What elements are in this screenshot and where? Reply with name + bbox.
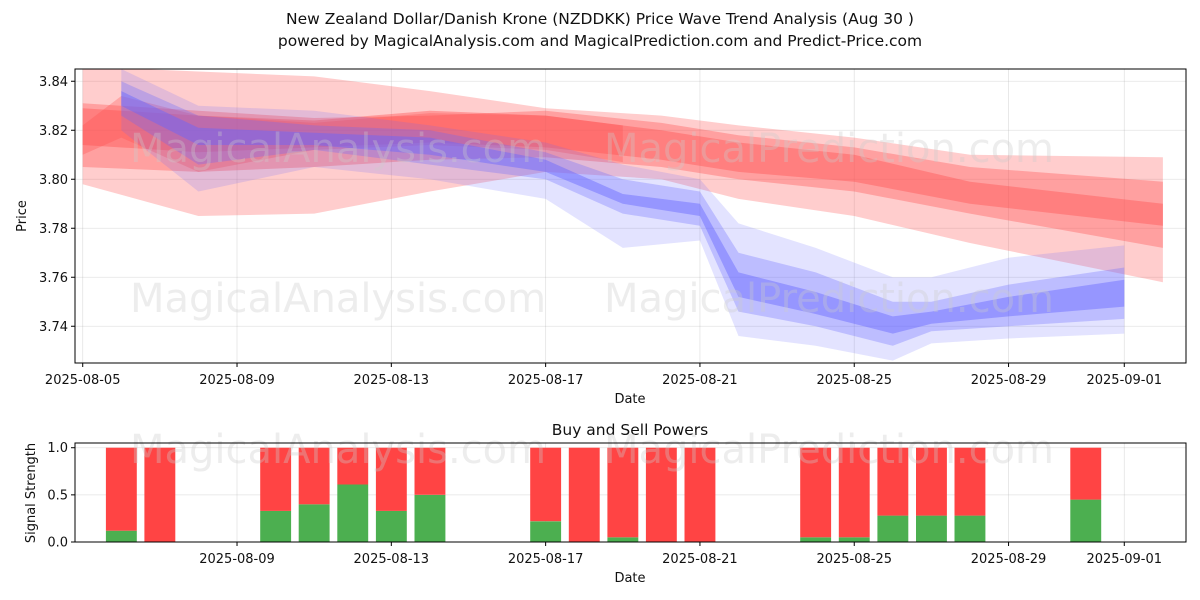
price-y-axis: 3.74 3.76 3.78 3.80 3.82 3.84 xyxy=(39,75,75,335)
x-tick-label: 2025-09-01 xyxy=(1086,552,1162,567)
watermark: MagicalPrediction.com xyxy=(604,126,1054,172)
sell-power-bar xyxy=(838,447,870,538)
sell-power-bar xyxy=(800,447,832,538)
sell-power-bar xyxy=(375,447,407,511)
sell-power-bar xyxy=(105,447,137,531)
blue-wave-band xyxy=(121,69,1125,361)
watermark: MagicalPrediction.com xyxy=(604,276,1054,322)
price-y-axis-label: Price xyxy=(15,200,30,232)
x-tick-label: 2025-08-13 xyxy=(354,552,430,567)
buy-power-bar xyxy=(1070,499,1102,542)
sell-power-bar xyxy=(530,447,562,522)
y-tick-label: 3.82 xyxy=(39,124,68,139)
sell-power-bar xyxy=(954,447,986,516)
buy-power-bar xyxy=(298,504,330,542)
x-tick-label: 2025-08-05 xyxy=(45,373,121,388)
buy-power-bar xyxy=(916,515,947,542)
x-tick-label: 2025-08-09 xyxy=(199,552,275,567)
x-tick-label: 2025-08-25 xyxy=(816,373,892,388)
price-plot-frame xyxy=(74,68,1187,364)
price-grid xyxy=(75,69,1186,363)
power-chart-title: Buy and Sell Powers xyxy=(552,421,709,439)
y-tick-label: 3.78 xyxy=(39,222,68,237)
buy-power-bar xyxy=(260,510,292,542)
chart-subtitle: powered by MagicalAnalysis.com and Magic… xyxy=(277,32,923,50)
buy-power-bar xyxy=(607,537,639,542)
sell-power-bar xyxy=(645,447,677,542)
x-tick-label: 2025-08-17 xyxy=(508,373,584,388)
power-x-axis: 2025-08-09 2025-08-13 2025-08-17 2025-08-21… xyxy=(199,542,1162,567)
x-tick-label: 2025-08-25 xyxy=(816,552,892,567)
sell-power-bar xyxy=(414,447,446,495)
x-tick-label: 2025-08-21 xyxy=(662,373,738,388)
buy-power-bar xyxy=(954,515,986,542)
price-x-axis: 2025-08-05 2025-08-09 2025-08-13 2025-08-17… xyxy=(45,363,1162,388)
chart-title: New Zealand Dollar/Danish Krone (NZDDKK)… xyxy=(286,10,914,28)
y-tick-label: 0.5 xyxy=(47,488,68,503)
x-tick-label: 2025-08-17 xyxy=(508,552,584,567)
buy-power-bar xyxy=(375,510,407,542)
watermark: MagicalAnalysis.com xyxy=(130,126,546,172)
buy-power-bar xyxy=(337,484,369,542)
buy-power-bar xyxy=(530,521,562,542)
x-tick-label: 2025-09-01 xyxy=(1086,373,1162,388)
watermark: MagicalAnalysis.com xyxy=(130,276,546,322)
watermark-group: MagicalAnalysis.com MagicalPrediction.co… xyxy=(130,126,1054,322)
sell-power-bar xyxy=(1070,447,1102,500)
sell-power-bar xyxy=(916,447,947,516)
sell-power-bar xyxy=(877,447,909,516)
y-tick-label: 1.0 xyxy=(47,441,68,456)
power-bars xyxy=(105,447,1102,542)
price-x-axis-label: Date xyxy=(614,392,645,407)
buy-power-bar xyxy=(414,494,446,542)
x-tick-label: 2025-08-09 xyxy=(199,373,275,388)
price-bands xyxy=(82,69,1163,361)
buy-power-bar xyxy=(800,537,832,542)
sell-power-bar xyxy=(684,447,716,542)
y-tick-label: 3.76 xyxy=(39,271,68,286)
red-wave-band xyxy=(82,108,1163,226)
sell-power-bar xyxy=(337,447,369,485)
power-y-axis-label: Signal Strength xyxy=(24,443,39,543)
red-wave-band xyxy=(82,69,1163,283)
x-tick-label: 2025-08-29 xyxy=(971,373,1047,388)
x-tick-label: 2025-08-29 xyxy=(971,552,1047,567)
sell-power-bar xyxy=(260,447,292,511)
red-wave-band xyxy=(82,96,623,172)
power-y-axis: 0.0 0.5 1.0 xyxy=(47,441,75,551)
buy-power-bar xyxy=(877,515,909,542)
price-plot-area xyxy=(75,69,1186,363)
blue-wave-band xyxy=(121,91,1125,334)
sell-power-bar xyxy=(144,447,176,542)
blue-wave-band xyxy=(121,81,1125,346)
y-tick-label: 0.0 xyxy=(47,536,68,551)
sell-power-bar xyxy=(607,447,639,538)
watermark: MagicalPrediction.com xyxy=(604,427,1054,473)
sell-power-bar xyxy=(568,447,600,542)
power-x-axis-label: Date xyxy=(614,571,645,586)
y-tick-label: 3.84 xyxy=(39,75,68,90)
watermark-group: MagicalAnalysis.com MagicalPrediction.co… xyxy=(130,427,1054,473)
power-plot-frame xyxy=(74,442,1187,543)
watermark: MagicalAnalysis.com xyxy=(130,427,546,473)
y-tick-label: 3.74 xyxy=(39,320,68,335)
y-tick-label: 3.80 xyxy=(39,173,68,188)
sell-power-bar xyxy=(298,447,330,505)
red-wave-band xyxy=(82,103,1163,248)
x-tick-label: 2025-08-21 xyxy=(662,552,738,567)
x-tick-label: 2025-08-13 xyxy=(354,373,430,388)
buy-power-bar xyxy=(105,530,137,542)
buy-power-bar xyxy=(838,537,870,542)
